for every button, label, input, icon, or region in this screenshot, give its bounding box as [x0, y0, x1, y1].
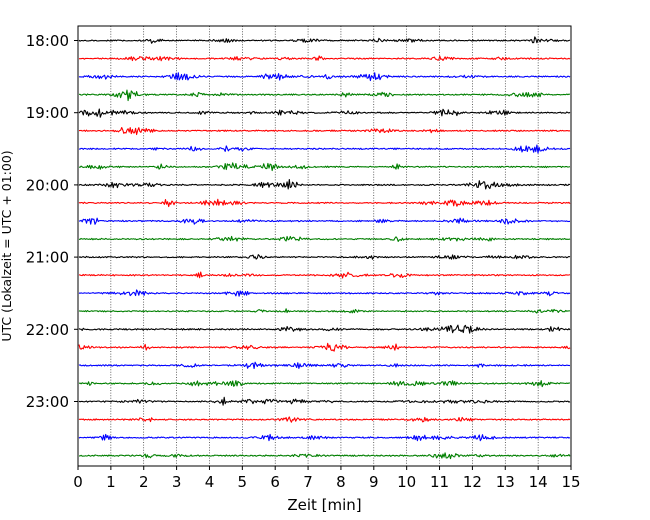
- y-tick-label: 19:00: [26, 104, 69, 122]
- trace-1930: [78, 144, 571, 154]
- trace-2015: [78, 198, 571, 208]
- x-tick-label: 6: [270, 473, 280, 491]
- trace-1830: [78, 72, 571, 82]
- plot-frame: [77, 25, 572, 467]
- y-axis: 18:00 19:00 20:00 21:00 22:00 23:00: [26, 32, 78, 411]
- x-tick-label: 13: [496, 473, 515, 491]
- trace-1900: [78, 108, 571, 118]
- trace-2100: [78, 254, 571, 260]
- x-tick-label: 8: [336, 473, 346, 491]
- y-tick-label: 22:00: [26, 321, 69, 339]
- trace-2030: [78, 217, 571, 225]
- trace-1915: [78, 126, 571, 136]
- x-tick-label: 7: [303, 473, 313, 491]
- y-tick-label: 18:00: [26, 32, 69, 50]
- trace-2330: [78, 433, 571, 442]
- trace-2245: [78, 380, 571, 388]
- trace-1800: [78, 36, 571, 44]
- y-tick-label: 20:00: [26, 176, 69, 194]
- x-tick-label: 11: [430, 473, 449, 491]
- y-tick-label: 23:00: [26, 393, 69, 411]
- trace-2200: [78, 324, 571, 334]
- x-tick-label: 1: [106, 473, 116, 491]
- x-tick-label: 4: [205, 473, 215, 491]
- trace-2300: [78, 396, 571, 406]
- x-tick-label: 3: [172, 473, 182, 491]
- y-tick-label: 21:00: [26, 249, 69, 267]
- x-tick-label: 5: [238, 473, 248, 491]
- x-tick-label: 14: [529, 473, 548, 491]
- trace-2145: [78, 308, 571, 314]
- trace-2315: [78, 416, 571, 423]
- x-tick-label: 2: [139, 473, 149, 491]
- trace-1845: [78, 89, 571, 102]
- minute-grid: [110, 26, 539, 466]
- x-axis-label: Zeit [min]: [287, 496, 361, 514]
- trace-2115: [78, 271, 571, 279]
- x-axis: 0 1 2 3 4 5 6 7 8 9 10 11 12 13 14 15: [73, 466, 581, 491]
- x-tick-label: 9: [369, 473, 379, 491]
- trace-2345: [78, 452, 571, 460]
- x-tick-label: 10: [397, 473, 416, 491]
- trace-2130: [78, 289, 571, 297]
- x-tick-label: 15: [561, 473, 580, 491]
- trace-1945: [78, 162, 571, 172]
- x-tick-label: 0: [73, 473, 83, 491]
- trace-2215: [78, 342, 571, 352]
- y-axis-label: UTC (Lokalzeit = UTC + 01:00): [0, 150, 14, 341]
- trace-1815: [78, 55, 571, 62]
- x-tick-label: 12: [463, 473, 482, 491]
- trace-2230: [78, 361, 571, 370]
- seismic-traces: [78, 36, 571, 460]
- trace-2045: [78, 235, 571, 243]
- trace-2000: [78, 178, 571, 190]
